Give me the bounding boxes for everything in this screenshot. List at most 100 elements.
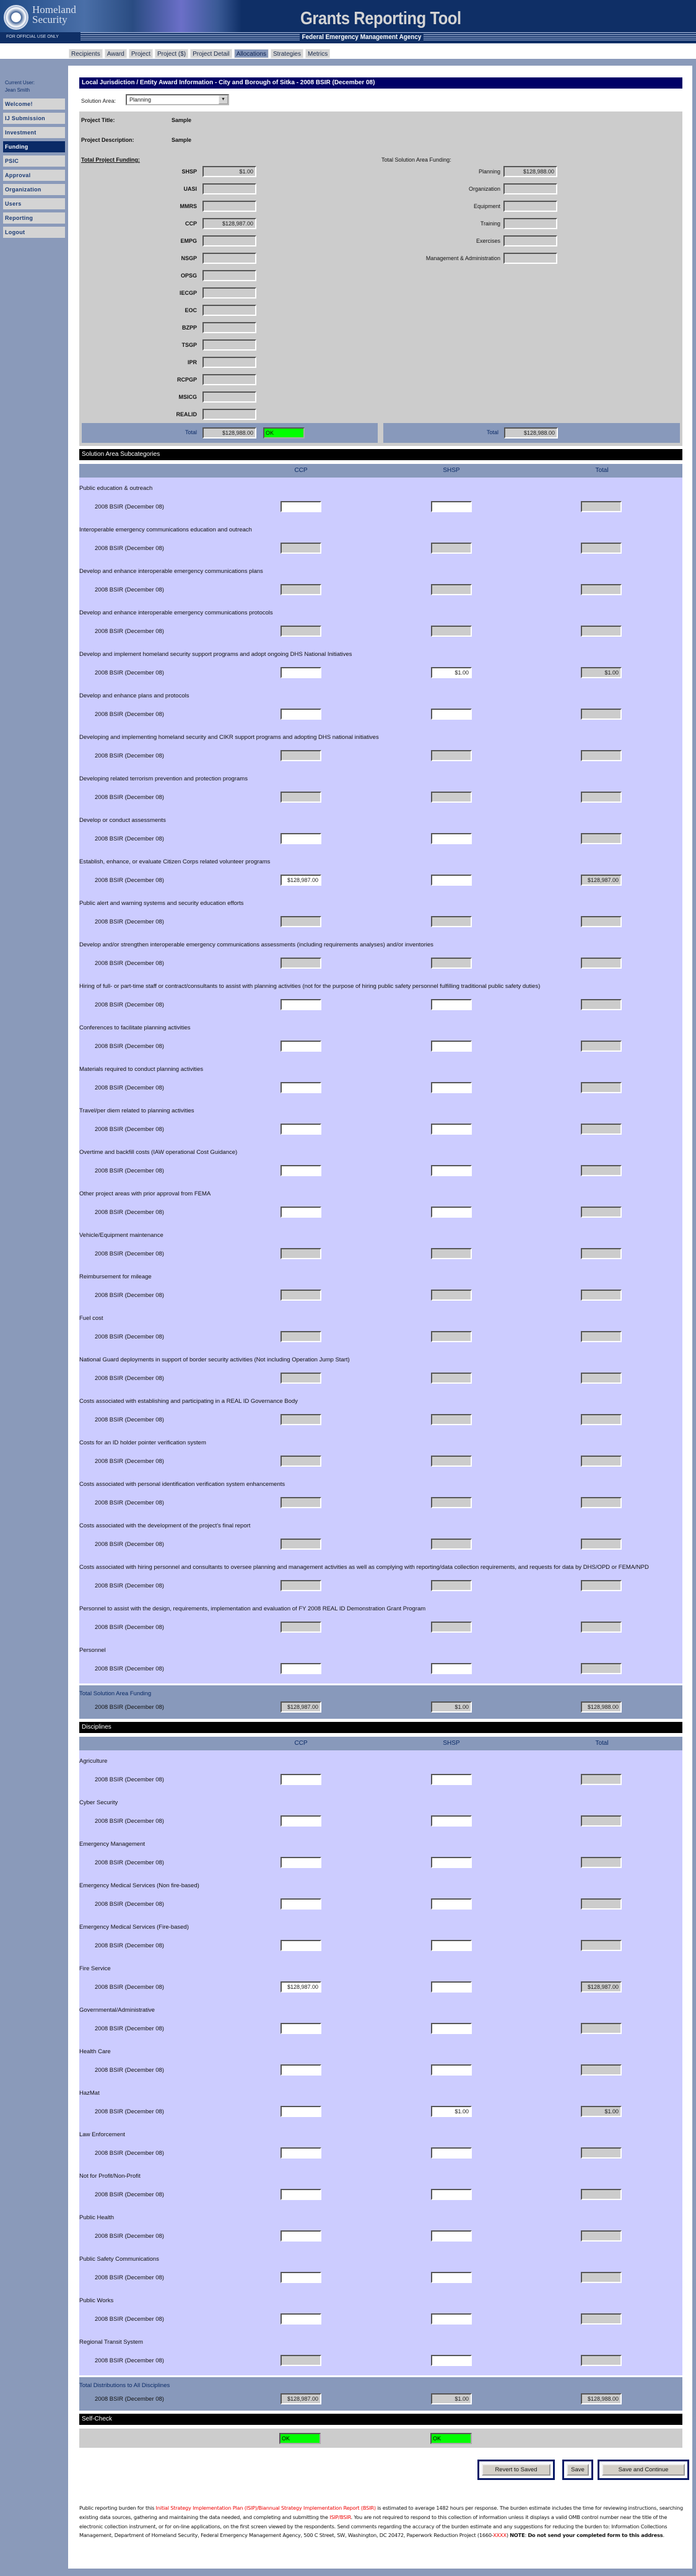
ccp-input[interactable] (281, 1898, 321, 1910)
ccp-input[interactable] (281, 1815, 321, 1827)
ccp-input[interactable] (281, 1663, 321, 1674)
shsp-input[interactable] (431, 1898, 472, 1910)
ccp-input[interactable] (281, 1940, 321, 1951)
shsp-input[interactable] (431, 2355, 472, 2366)
shsp-input[interactable] (431, 2023, 472, 2034)
shsp-input[interactable] (431, 2147, 472, 2159)
ccp-input[interactable] (281, 2272, 321, 2283)
ccp-input[interactable] (281, 709, 321, 720)
table-row: 2008 BSIR (December 08) (79, 501, 682, 522)
shsp-input[interactable] (431, 1207, 472, 1218)
period-label: 2008 BSIR (December 08) (95, 1458, 164, 1465)
ccp-input[interactable] (281, 1082, 321, 1093)
save-button[interactable]: Save (567, 2464, 589, 2476)
shsp-input[interactable]: $1.00 (431, 667, 472, 678)
sidebar-item-investment[interactable]: Investment (3, 127, 65, 138)
ccp-input[interactable] (281, 667, 321, 678)
total-field (581, 1248, 622, 1259)
item-name: Emergency Medical Services (Non fire-bas… (79, 1882, 199, 1889)
solution-area-select[interactable]: Planning ▼ (126, 94, 229, 105)
ccp-input[interactable] (281, 2023, 321, 2034)
ccp-input[interactable] (281, 833, 321, 844)
tab-recipients[interactable]: Recipients (69, 49, 103, 58)
period-label: 2008 BSIR (December 08) (95, 670, 164, 676)
ccp-input[interactable] (281, 1774, 321, 1785)
table-row: 2008 BSIR (December 08) (79, 1248, 682, 1268)
shsp-input[interactable] (431, 2272, 472, 2283)
tab-project[interactable]: Project (128, 49, 153, 58)
tab-allocations[interactable]: Allocations (233, 49, 269, 58)
col-total: Total (595, 1740, 609, 1747)
total-field (581, 1857, 622, 1868)
total-field (581, 1041, 622, 1052)
sidebar-item-reporting[interactable]: Reporting (3, 212, 65, 224)
total-field (581, 543, 622, 554)
tab-project-detail[interactable]: Project Detail (190, 49, 232, 58)
program-label: SHSP (181, 168, 197, 175)
shsp-input[interactable] (431, 1082, 472, 1093)
shsp-input[interactable] (431, 2230, 472, 2242)
total-field (581, 833, 622, 844)
shsp-input[interactable] (431, 2064, 472, 2076)
subcategory-item: Costs associated with hiring personnel a… (79, 1559, 682, 1600)
shsp-input[interactable] (431, 1165, 472, 1176)
ccp-input[interactable] (281, 501, 321, 512)
disciplines-list: Agriculture 2008 BSIR (December 08) Cyber … (79, 1750, 682, 2375)
tab-project[interactable]: Project ($) (155, 49, 189, 58)
ccp-input[interactable] (281, 1857, 321, 1868)
sidebar-item-welcome[interactable]: Welcome! (3, 98, 65, 110)
shsp-input[interactable] (431, 1774, 472, 1785)
sidebar-item-psic[interactable]: PSIC (3, 155, 65, 167)
subcategories-total-shsp: $1.00 (431, 1701, 472, 1713)
ccp-input[interactable] (281, 2189, 321, 2200)
ccp-input[interactable]: $128,987.00 (281, 1981, 321, 1993)
save-and-continue-button[interactable]: Save and Continue (602, 2464, 685, 2476)
shsp-input[interactable] (431, 709, 472, 720)
shsp-input[interactable]: $1.00 (431, 2106, 472, 2117)
tab-metrics[interactable]: Metrics (305, 49, 331, 58)
shsp-input[interactable] (431, 2189, 472, 2200)
item-name: Develop and implement homeland security … (79, 651, 352, 658)
ccp-input[interactable] (281, 2147, 321, 2159)
revert-to-saved-button[interactable]: Revert to Saved (482, 2464, 550, 2476)
tab-award[interactable]: Award (104, 49, 127, 58)
period-label: 2008 BSIR (December 08) (95, 1984, 164, 1991)
ccp-input[interactable] (281, 1124, 321, 1135)
notice-text: . You are not required to respond to thi… (79, 2513, 668, 2539)
shsp-input[interactable] (431, 875, 472, 886)
shsp-input[interactable] (431, 501, 472, 512)
sidebar-item-ij-submission[interactable]: IJ Submission (3, 113, 65, 124)
ccp-input[interactable] (281, 2106, 321, 2117)
ccp-input (281, 543, 321, 554)
item-name: Develop and/or strengthen interoperable … (79, 941, 433, 948)
ccp-input[interactable] (281, 2313, 321, 2325)
chevron-down-icon[interactable]: ▼ (219, 95, 228, 104)
ccp-input[interactable] (281, 1207, 321, 1218)
shsp-input[interactable] (431, 1041, 472, 1052)
sidebar-item-organization[interactable]: Organization (3, 184, 65, 195)
shsp-input[interactable] (431, 1815, 472, 1827)
sidebar-item-approval[interactable]: Approval (3, 170, 65, 181)
shsp-input[interactable] (431, 2313, 472, 2325)
subcategory-item: Conferences to facilitate planning activ… (79, 1019, 682, 1061)
ccp-input[interactable]: $128,987.00 (281, 875, 321, 886)
ccp-input[interactable] (281, 2230, 321, 2242)
self-check-header: Self-Check (79, 2414, 682, 2425)
ccp-input[interactable] (281, 1165, 321, 1176)
shsp-input[interactable] (431, 833, 472, 844)
total-field (581, 750, 622, 761)
shsp-input[interactable] (431, 1124, 472, 1135)
sidebar-item-logout[interactable]: Logout (3, 227, 65, 238)
sidebar-item-funding[interactable]: Funding (3, 141, 65, 152)
ccp-input[interactable] (281, 2064, 321, 2076)
shsp-input[interactable] (431, 1981, 472, 1993)
tab-strategies[interactable]: Strategies (270, 49, 303, 58)
period-label: 2008 BSIR (December 08) (95, 2274, 164, 2281)
shsp-input[interactable] (431, 999, 472, 1010)
shsp-input[interactable] (431, 1940, 472, 1951)
shsp-input[interactable] (431, 1663, 472, 1674)
ccp-input[interactable] (281, 1041, 321, 1052)
sidebar-item-users[interactable]: Users (3, 198, 65, 209)
shsp-input[interactable] (431, 1857, 472, 1868)
ccp-input[interactable] (281, 999, 321, 1010)
